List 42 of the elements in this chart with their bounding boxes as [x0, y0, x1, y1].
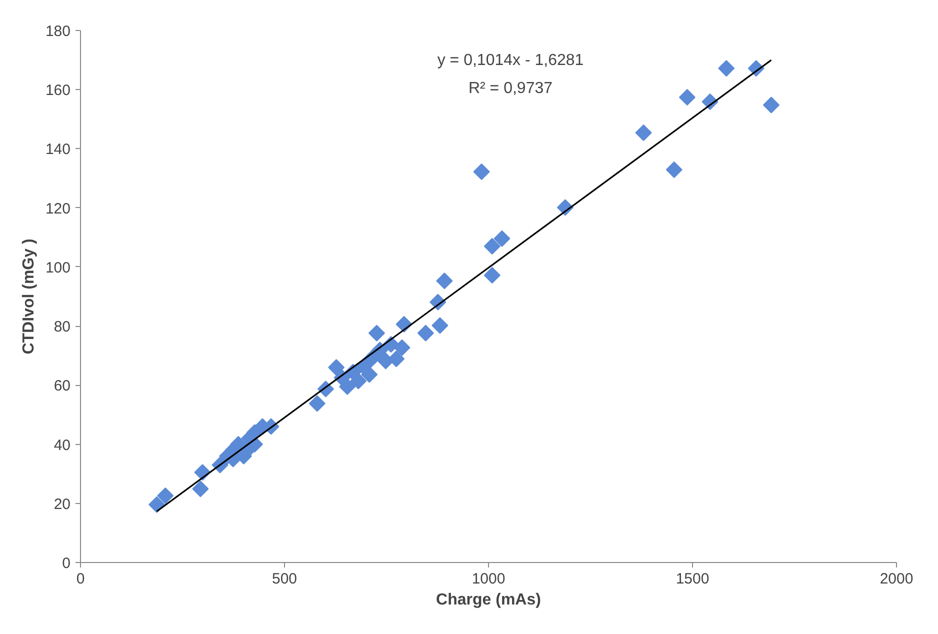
point [473, 163, 490, 180]
point [388, 350, 405, 368]
y-tick-label: 160 [45, 82, 71, 100]
x-tick-label: 0 [76, 570, 85, 588]
x-axis-title: Charge (mAs) [436, 592, 541, 608]
point [368, 324, 385, 342]
y-tick-label: 140 [45, 141, 71, 158]
point [436, 272, 453, 290]
point [394, 339, 410, 356]
y-tick-label: 0 [62, 555, 70, 572]
annotation: y = 0,1014x - 1,6281 [437, 52, 584, 69]
y-tick-label: 40 [54, 436, 71, 454]
x-tick-label: 1500 [676, 570, 710, 588]
y-tick-label: 60 [54, 378, 71, 395]
x-tick-label: 1000 [472, 570, 506, 588]
y-tick-label: 80 [54, 318, 71, 336]
point [762, 96, 780, 114]
point [718, 60, 735, 77]
point [157, 487, 174, 504]
point [678, 89, 696, 106]
point [432, 317, 448, 334]
y-tick-label: 180 [45, 23, 71, 40]
annotation: R² = 0,9737 [468, 80, 553, 97]
point [361, 366, 378, 383]
point [666, 161, 682, 178]
y-axis-title: CTDIvol (mGy ) [20, 238, 38, 354]
point [494, 230, 510, 247]
point [635, 124, 652, 142]
point [417, 324, 434, 342]
y-tick-label: 120 [45, 200, 71, 218]
y-tick-label: 20 [54, 496, 71, 513]
point [328, 359, 345, 376]
point [484, 266, 500, 284]
x-tick-label: 500 [272, 570, 298, 588]
y-tick-label: 100 [45, 259, 71, 276]
x-tick-label: 2000 [880, 570, 914, 588]
point [192, 480, 209, 498]
point [148, 496, 166, 513]
point [339, 378, 356, 395]
point [484, 238, 500, 255]
point [350, 372, 367, 390]
point [308, 395, 326, 412]
